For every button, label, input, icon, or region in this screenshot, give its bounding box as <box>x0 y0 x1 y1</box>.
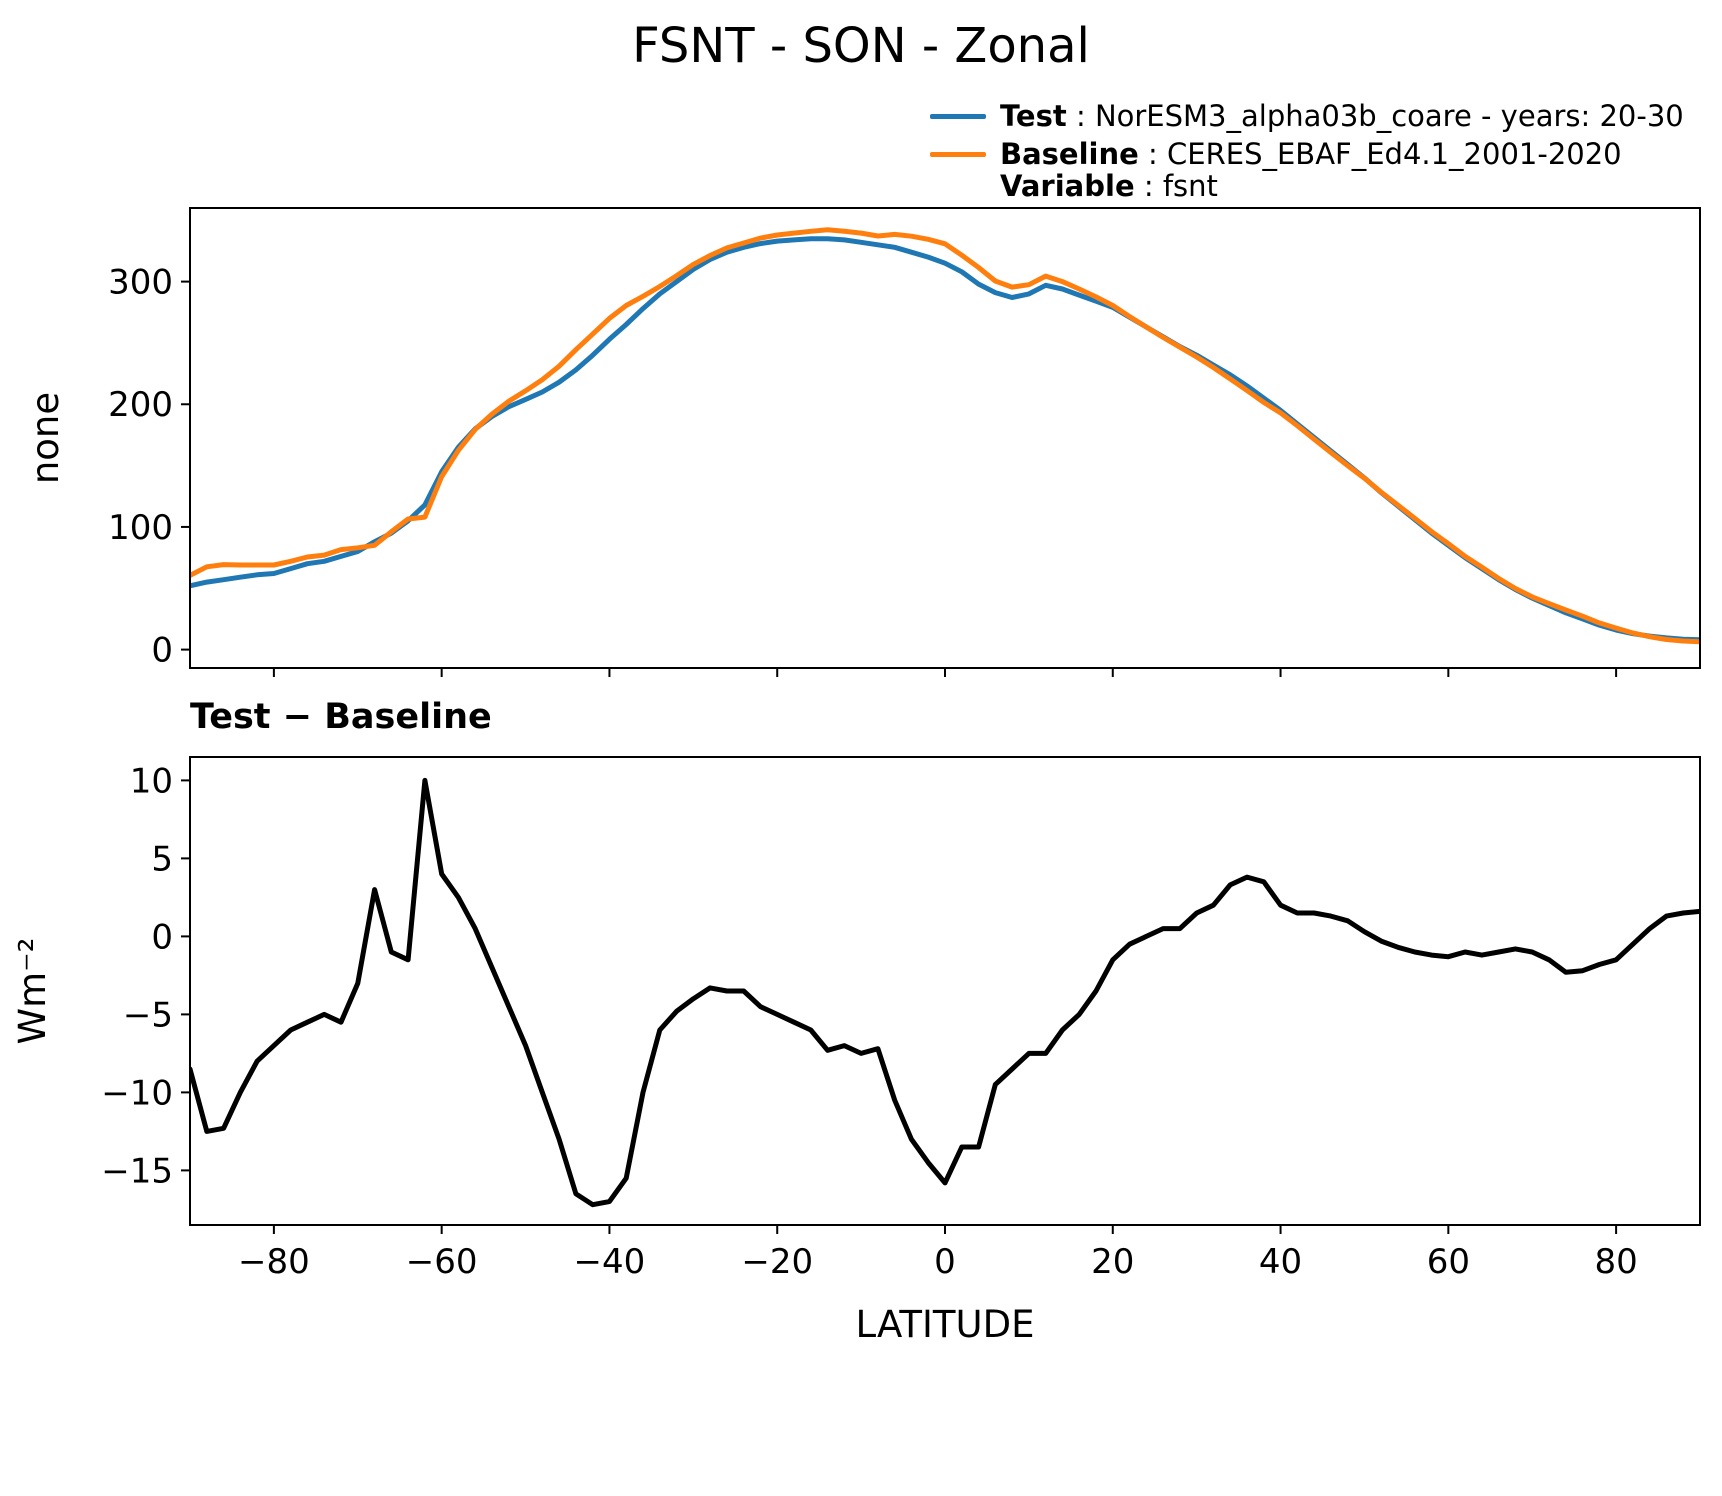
legend-text: Test : NorESM3_alpha03b_coare - years: 2… <box>1000 100 1684 132</box>
x-tick-label: 40 <box>1259 1242 1302 1282</box>
test-minus-baseline-chart: −80 −60 −40 −20 0 20 40 60 80 10 5 0 −5 −10 −15 Wm⁻² LAT… <box>11 756 1701 1346</box>
legend-value: : NorESM3_alpha03b_coare - years: 20-30 <box>1066 99 1684 133</box>
series-line-0 <box>190 777 1700 1208</box>
y-tick-label: 10 <box>130 761 173 801</box>
y-tick-label: 300 <box>108 263 173 303</box>
legend-item-baseline: Baseline : CERES_EBAF_Ed4.1_2001-2020 <box>930 138 1684 170</box>
legend-item-test: Test : NorESM3_alpha03b_coare - years: 2… <box>930 100 1684 132</box>
y-tick-label: 0 <box>151 917 173 957</box>
x-tick-label: −40 <box>574 1242 646 1282</box>
x-tick-label: 20 <box>1091 1242 1134 1282</box>
diff-panel-title: Test − Baseline <box>190 697 492 737</box>
x-tick-label: 60 <box>1427 1242 1470 1282</box>
legend-text: Baseline : CERES_EBAF_Ed4.1_2001-2020 <box>1000 138 1622 170</box>
y-tick-label: −15 <box>101 1151 173 1191</box>
y-tick-label: −10 <box>101 1073 173 1113</box>
y-tick-label: 200 <box>108 385 173 425</box>
y-tick-label: 0 <box>151 631 173 671</box>
x-tick-label: 0 <box>934 1242 956 1282</box>
axes-frame <box>189 756 1701 1226</box>
x-tick-label: −20 <box>741 1242 813 1282</box>
legend-item-variable: Variable : fsnt <box>930 170 1684 202</box>
x-tick-label: 80 <box>1594 1242 1637 1282</box>
legend-value: : fsnt <box>1134 169 1218 203</box>
legend-value: : CERES_EBAF_Ed4.1_2001-2020 <box>1138 137 1622 171</box>
x-tick-label: −80 <box>238 1242 310 1282</box>
axes-frame <box>189 207 1701 669</box>
baseline-line-swatch <box>930 152 986 157</box>
chart-title: FSNT - SON - Zonal <box>632 18 1090 74</box>
legend-label: Test <box>1000 99 1067 133</box>
series-line-0 <box>190 236 1700 643</box>
x-axis-label: LATITUDE <box>856 1303 1035 1346</box>
series-line-1 <box>190 227 1700 645</box>
y-tick-label: 5 <box>151 839 173 879</box>
legend-label: Baseline <box>1000 137 1139 171</box>
y-axis-label: Wm⁻² <box>11 938 54 1045</box>
y-axis-label: none <box>24 392 67 484</box>
legend-label: Variable <box>1000 169 1135 203</box>
legend: Test : NorESM3_alpha03b_coare - years: 2… <box>930 100 1684 208</box>
y-tick-label: −5 <box>123 995 173 1035</box>
test-line-swatch <box>930 114 986 119</box>
zonal-mean-chart: 0 100 200 300 none <box>24 207 1701 677</box>
legend-text: Variable : fsnt <box>1000 170 1218 202</box>
y-tick-label: 100 <box>108 508 173 548</box>
x-tick-label: −60 <box>406 1242 478 1282</box>
